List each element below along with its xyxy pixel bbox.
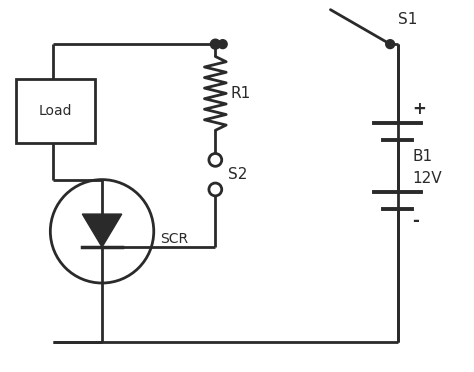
Text: SCR: SCR [160, 232, 188, 246]
Circle shape [210, 39, 220, 49]
Circle shape [219, 40, 227, 49]
Text: R1: R1 [230, 86, 250, 101]
Text: S1: S1 [398, 12, 417, 27]
Text: Load: Load [38, 104, 72, 118]
Circle shape [386, 40, 395, 49]
Bar [16, 78, 95, 142]
Text: +: + [412, 100, 426, 118]
Text: -: - [412, 212, 419, 230]
Text: 12V: 12V [412, 171, 442, 186]
Text: B1: B1 [412, 149, 432, 164]
Polygon shape [82, 214, 122, 247]
Text: S2: S2 [228, 167, 247, 182]
